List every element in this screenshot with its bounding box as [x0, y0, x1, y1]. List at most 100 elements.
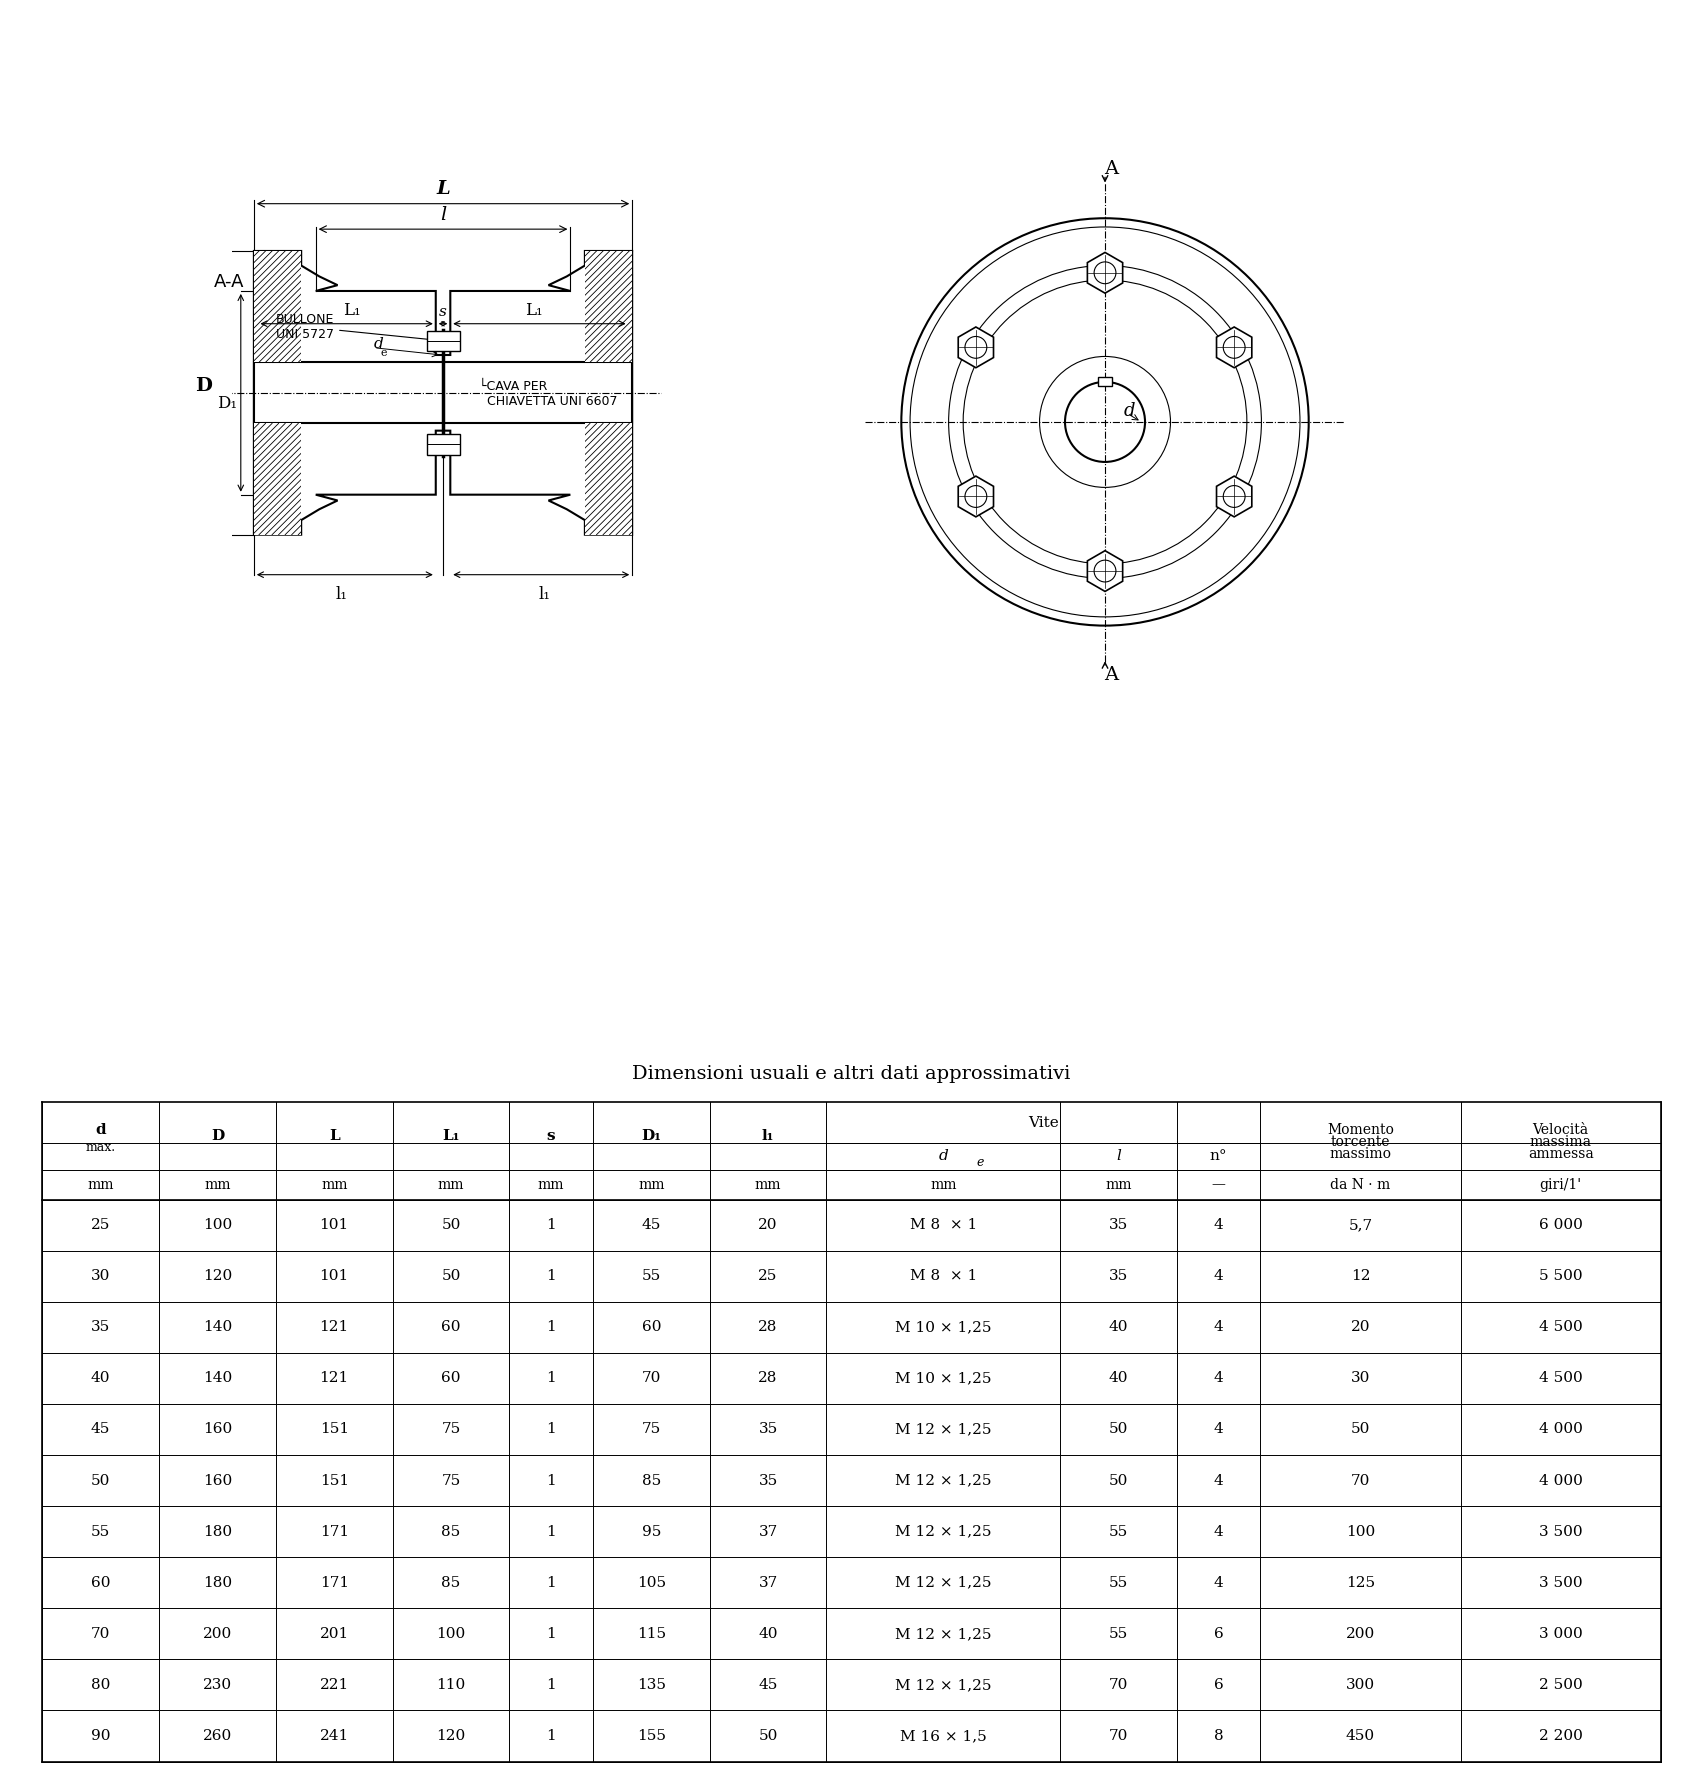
Text: l: l [439, 207, 446, 225]
Text: 110: 110 [436, 1679, 465, 1691]
Text: Momento: Momento [1327, 1122, 1393, 1136]
Text: 4 500: 4 500 [1540, 1320, 1582, 1334]
Text: 8: 8 [1214, 1729, 1223, 1743]
Text: 50: 50 [1109, 1422, 1127, 1436]
Text: 101: 101 [320, 1218, 349, 1233]
Text: 180: 180 [203, 1575, 232, 1590]
Text: 30: 30 [90, 1268, 111, 1283]
Text: mm: mm [538, 1177, 564, 1192]
Text: M 16 × 1,5: M 16 × 1,5 [899, 1729, 986, 1743]
Text: 120: 120 [203, 1268, 232, 1283]
Text: 35: 35 [758, 1422, 778, 1436]
Text: D₁: D₁ [218, 396, 237, 412]
Text: 125: 125 [1345, 1575, 1374, 1590]
Text: 115: 115 [637, 1627, 666, 1641]
Text: mm: mm [930, 1177, 957, 1192]
Polygon shape [584, 423, 632, 535]
Text: 50: 50 [1109, 1474, 1127, 1488]
Text: mm: mm [639, 1177, 664, 1192]
Text: 120: 120 [436, 1729, 465, 1743]
Text: 70: 70 [90, 1627, 111, 1641]
Text: 4: 4 [1214, 1320, 1223, 1334]
Text: 4 000: 4 000 [1540, 1474, 1582, 1488]
Text: 171: 171 [320, 1525, 349, 1538]
Polygon shape [1216, 326, 1252, 368]
Text: 450: 450 [1345, 1729, 1374, 1743]
Text: 2 200: 2 200 [1540, 1729, 1582, 1743]
Text: L₁: L₁ [344, 301, 361, 319]
Text: s: s [439, 305, 446, 319]
Text: 121: 121 [320, 1320, 349, 1334]
Text: 160: 160 [203, 1474, 232, 1488]
Text: 90: 90 [90, 1729, 111, 1743]
Text: 35: 35 [758, 1474, 778, 1488]
Text: 121: 121 [320, 1372, 349, 1386]
Text: 1: 1 [547, 1218, 555, 1233]
Text: —: — [1211, 1177, 1226, 1192]
Text: └CAVA PER
  CHIAVETTA UNI 6607: └CAVA PER CHIAVETTA UNI 6607 [480, 380, 618, 409]
Polygon shape [584, 252, 632, 362]
Text: 221: 221 [320, 1679, 349, 1691]
Text: 55: 55 [642, 1268, 661, 1283]
Polygon shape [959, 476, 993, 517]
Text: 70: 70 [642, 1372, 661, 1386]
Text: 1: 1 [547, 1268, 555, 1283]
Text: 50: 50 [441, 1218, 462, 1233]
Text: 55: 55 [1109, 1525, 1127, 1538]
Text: 3 000: 3 000 [1540, 1627, 1582, 1641]
Text: 75: 75 [441, 1422, 462, 1436]
Polygon shape [1088, 551, 1122, 592]
Polygon shape [254, 252, 301, 362]
Text: 6: 6 [1214, 1627, 1223, 1641]
Text: mm: mm [1105, 1177, 1132, 1192]
Text: 1: 1 [547, 1627, 555, 1641]
Text: 151: 151 [320, 1474, 349, 1488]
Text: 1: 1 [547, 1679, 555, 1691]
Text: 35: 35 [1109, 1268, 1127, 1283]
Text: 241: 241 [320, 1729, 349, 1743]
Text: D: D [196, 376, 213, 394]
Text: 100: 100 [203, 1218, 232, 1233]
Text: M 10 × 1,25: M 10 × 1,25 [896, 1372, 991, 1386]
Text: 6: 6 [1214, 1679, 1223, 1691]
Text: 40: 40 [1109, 1372, 1127, 1386]
Text: mm: mm [754, 1177, 782, 1192]
Text: BULLONE
UNI 5727: BULLONE UNI 5727 [276, 312, 436, 343]
Text: l₁: l₁ [538, 585, 550, 603]
Text: 4: 4 [1214, 1372, 1223, 1386]
Text: 151: 151 [320, 1422, 349, 1436]
Text: 1: 1 [547, 1729, 555, 1743]
Text: 50: 50 [90, 1474, 111, 1488]
Text: n°: n° [1209, 1149, 1228, 1163]
Text: 3 500: 3 500 [1540, 1575, 1582, 1590]
Text: 45: 45 [90, 1422, 111, 1436]
Text: 101: 101 [320, 1268, 349, 1283]
Text: 4: 4 [1214, 1218, 1223, 1233]
Text: Dimensioni usuali e altri dati approssimativi: Dimensioni usuali e altri dati approssim… [632, 1065, 1071, 1083]
Text: L₁: L₁ [525, 301, 543, 319]
Text: 55: 55 [90, 1525, 111, 1538]
Text: 25: 25 [90, 1218, 111, 1233]
Text: d: d [95, 1122, 106, 1136]
Text: D: D [211, 1129, 225, 1144]
Text: torcente: torcente [1330, 1135, 1390, 1149]
Text: 35: 35 [90, 1320, 111, 1334]
Text: 155: 155 [637, 1729, 666, 1743]
Text: 40: 40 [758, 1627, 778, 1641]
Polygon shape [959, 326, 993, 368]
Text: 100: 100 [1345, 1525, 1374, 1538]
Text: M 12 × 1,25: M 12 × 1,25 [896, 1575, 991, 1590]
Text: mm: mm [438, 1177, 465, 1192]
Text: 70: 70 [1109, 1679, 1127, 1691]
Text: 85: 85 [441, 1575, 462, 1590]
Text: M 8  × 1: M 8 × 1 [909, 1268, 978, 1283]
Text: mm: mm [204, 1177, 230, 1192]
Text: 4 000: 4 000 [1540, 1422, 1582, 1436]
Bar [427, 434, 460, 455]
Polygon shape [254, 252, 632, 535]
Text: 2 500: 2 500 [1540, 1679, 1582, 1691]
Text: M 12 × 1,25: M 12 × 1,25 [896, 1679, 991, 1691]
Text: 60: 60 [441, 1372, 462, 1386]
Text: 135: 135 [637, 1679, 666, 1691]
Text: max.: max. [85, 1140, 116, 1154]
